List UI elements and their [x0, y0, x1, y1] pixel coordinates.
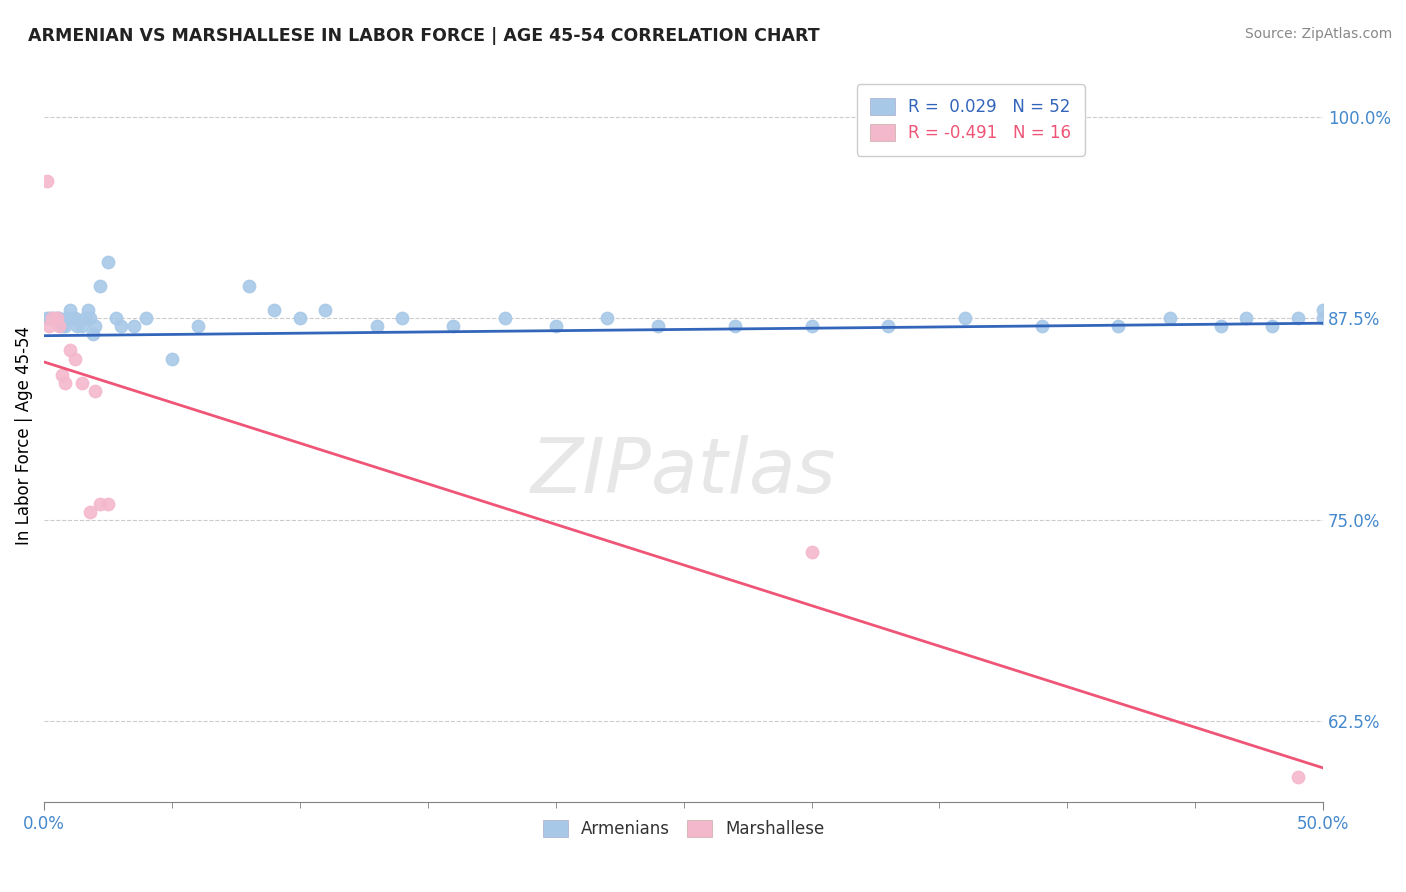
- Point: [82, 327, 104, 342]
- Point: [97, 255, 120, 269]
- Point: [51, 368, 73, 382]
- Point: [1286, 311, 1309, 326]
- Point: [56, 311, 79, 326]
- Point: [63, 351, 86, 366]
- Point: [44, 311, 66, 326]
- Point: [647, 319, 669, 334]
- Point: [35, 311, 58, 326]
- Point: [60, 311, 83, 326]
- Point: [51, 319, 73, 334]
- Point: [263, 303, 285, 318]
- Point: [38, 311, 60, 326]
- Point: [89, 496, 111, 510]
- Y-axis label: In Labor Force | Age 45-54: In Labor Force | Age 45-54: [15, 326, 32, 544]
- Point: [441, 319, 464, 334]
- Point: [45, 311, 67, 326]
- Point: [160, 351, 183, 366]
- Point: [800, 319, 823, 334]
- Point: [724, 319, 747, 334]
- Text: ZIPatlas: ZIPatlas: [531, 434, 837, 508]
- Point: [1261, 319, 1284, 334]
- Point: [76, 303, 98, 318]
- Point: [288, 311, 311, 326]
- Point: [122, 319, 145, 334]
- Point: [73, 311, 96, 326]
- Point: [79, 505, 101, 519]
- Point: [72, 376, 94, 390]
- Point: [53, 319, 76, 334]
- Point: [544, 319, 567, 334]
- Point: [596, 311, 619, 326]
- Point: [1209, 319, 1232, 334]
- Point: [66, 319, 89, 334]
- Point: [53, 376, 76, 390]
- Point: [48, 319, 70, 334]
- Point: [84, 384, 107, 398]
- Point: [315, 303, 337, 318]
- Point: [1031, 319, 1053, 334]
- Point: [35, 174, 58, 188]
- Point: [45, 311, 67, 326]
- Point: [59, 343, 82, 358]
- Point: [391, 311, 413, 326]
- Text: Source: ZipAtlas.com: Source: ZipAtlas.com: [1244, 27, 1392, 41]
- Point: [63, 311, 86, 326]
- Point: [97, 496, 120, 510]
- Point: [1312, 303, 1334, 318]
- Point: [1108, 319, 1130, 334]
- Point: [89, 279, 111, 293]
- Point: [1286, 771, 1309, 785]
- Point: [494, 311, 516, 326]
- Text: ARMENIAN VS MARSHALLESE IN LABOR FORCE | AGE 45-54 CORRELATION CHART: ARMENIAN VS MARSHALLESE IN LABOR FORCE |…: [28, 27, 820, 45]
- Point: [800, 545, 823, 559]
- Point: [104, 311, 127, 326]
- Point: [135, 311, 157, 326]
- Point: [187, 319, 209, 334]
- Point: [38, 319, 60, 334]
- Point: [41, 311, 63, 326]
- Point: [72, 319, 94, 334]
- Point: [877, 319, 900, 334]
- Point: [1234, 311, 1257, 326]
- Point: [79, 311, 101, 326]
- Point: [366, 319, 388, 334]
- Point: [238, 279, 260, 293]
- Point: [1312, 311, 1334, 326]
- Point: [48, 311, 70, 326]
- Legend: Armenians, Marshallese: Armenians, Marshallese: [536, 813, 831, 845]
- Point: [953, 311, 976, 326]
- Point: [41, 311, 63, 326]
- Point: [110, 319, 132, 334]
- Point: [59, 303, 82, 318]
- Point: [1159, 311, 1181, 326]
- Point: [84, 319, 107, 334]
